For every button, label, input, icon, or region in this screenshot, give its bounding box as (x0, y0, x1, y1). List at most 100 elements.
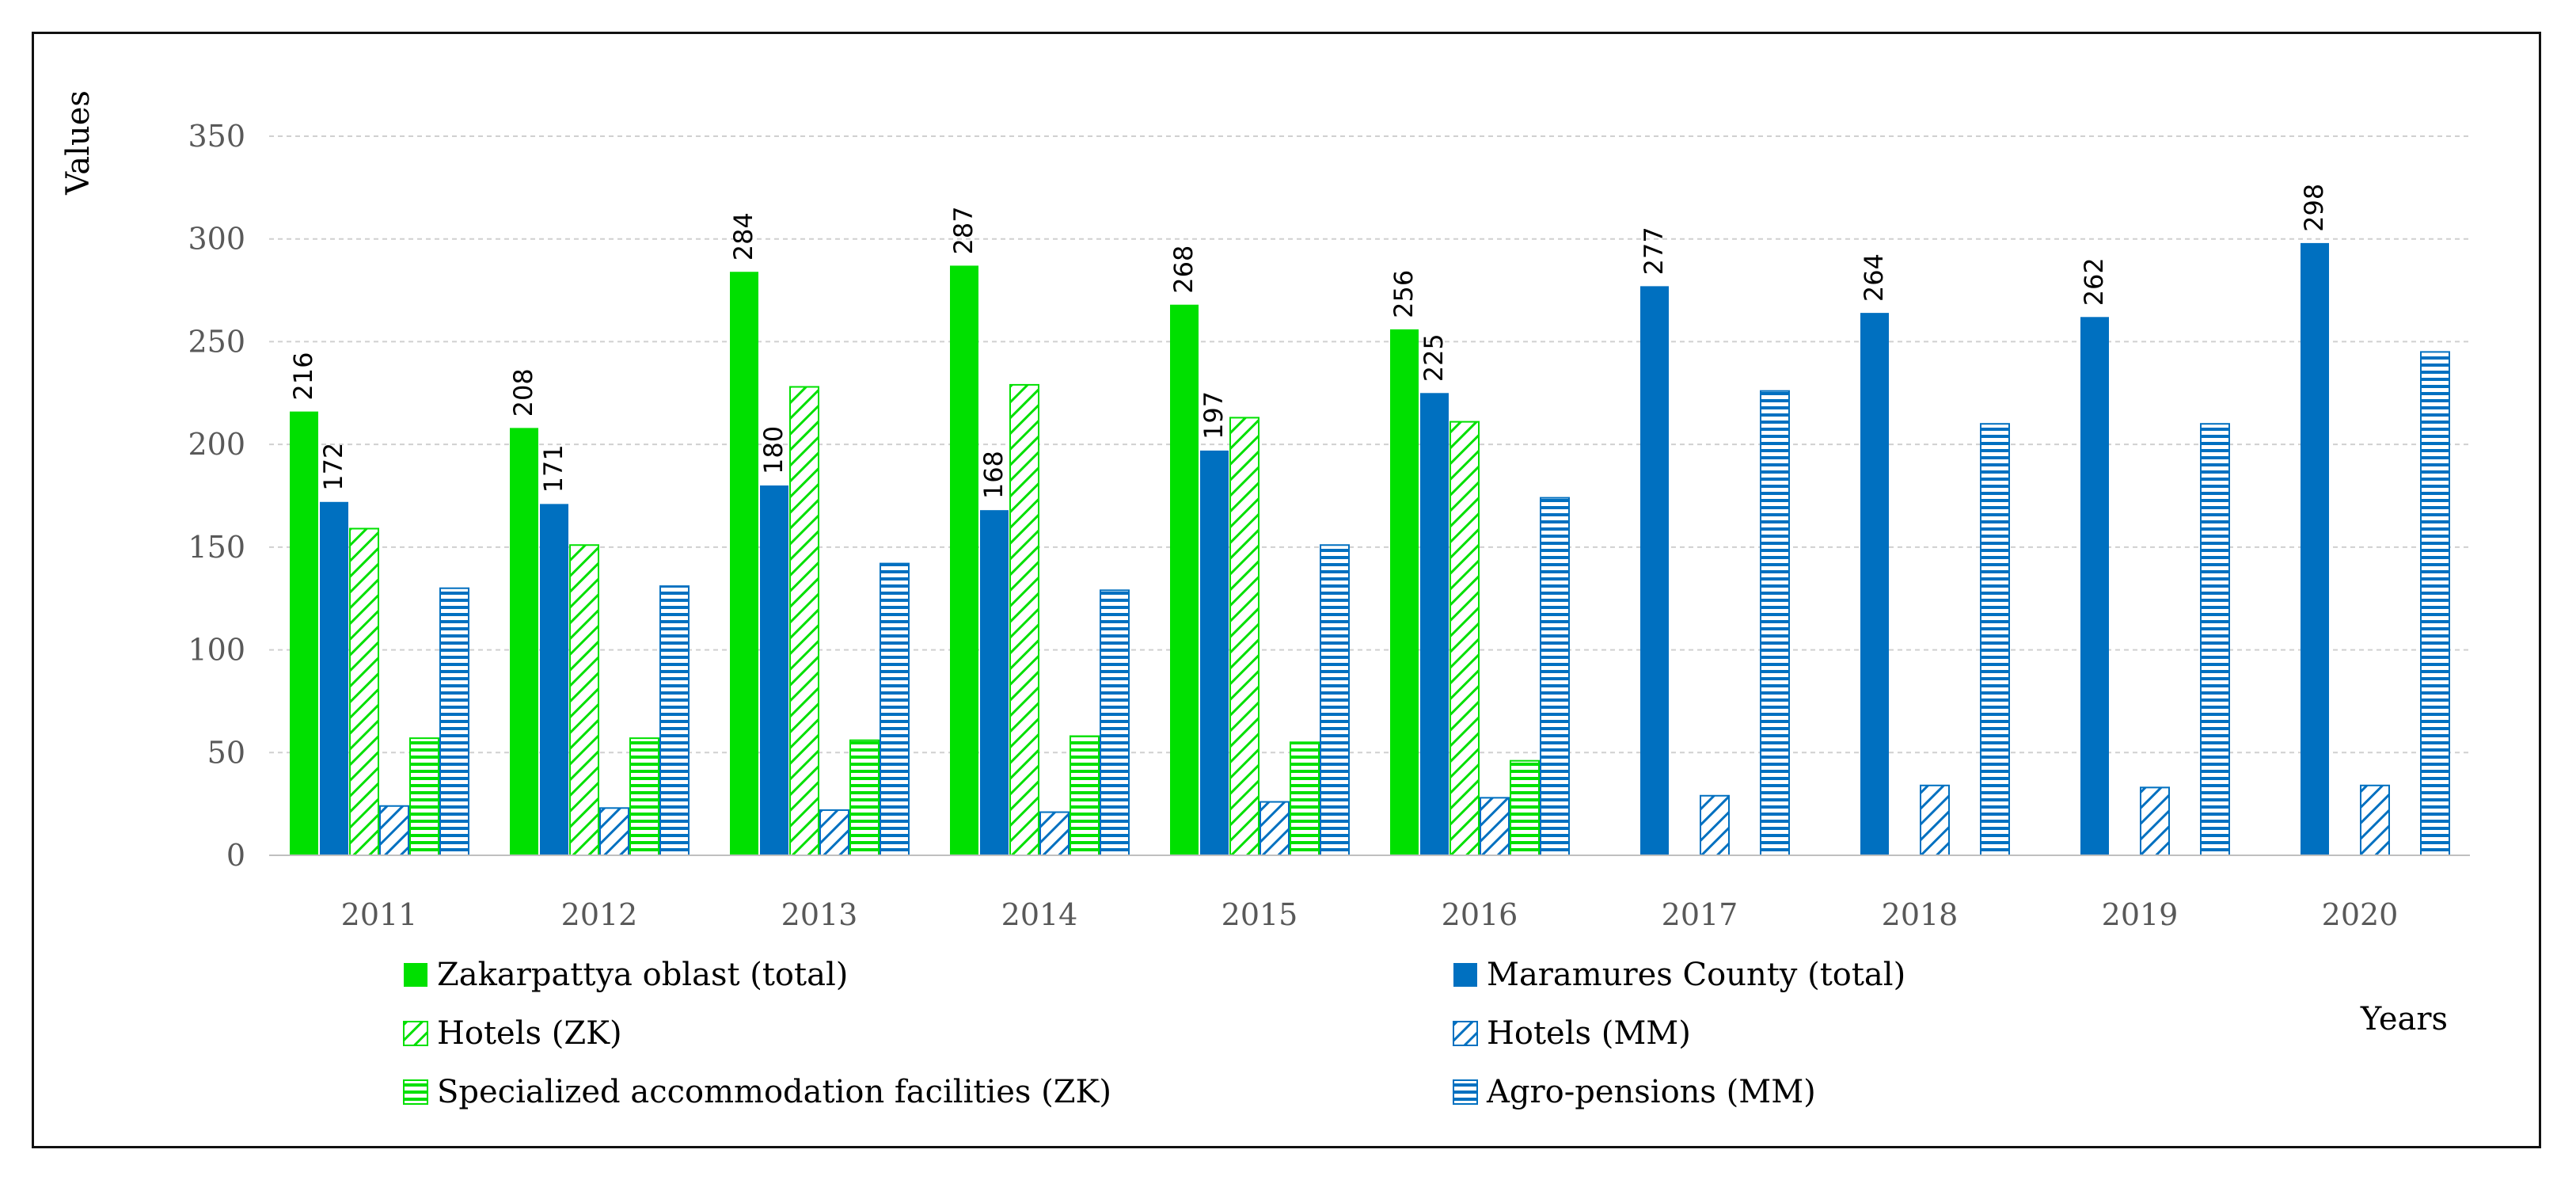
data-label-mm_total-2014: 168 (978, 451, 1009, 499)
bar-mm_agro-2019 (2200, 423, 2230, 856)
bar-mm_hotels-2012 (599, 807, 629, 856)
bar-zk_hotels-2013 (789, 386, 819, 856)
x-tick-label: 2020 (2322, 897, 2399, 932)
legend-label-zk_spec: Specialized accommodation facilities (ZK… (437, 1074, 1111, 1110)
bar-mm_hotels-2019 (2140, 786, 2170, 856)
data-label-mm_total-2015: 197 (1199, 391, 1229, 440)
bar-mm_hotels-2011 (379, 805, 409, 856)
bar-mm_total-2012 (540, 504, 568, 855)
bar-mm_hotels-2017 (1700, 794, 1730, 856)
legend: Zakarpattya oblast (total) Maramures Coun… (403, 957, 1905, 1110)
bar-zk_total-2011 (290, 411, 318, 855)
x-axis-title: Years (2360, 1001, 2448, 1037)
bar-zk_total-2015 (1170, 304, 1199, 855)
bar-mm_total-2019 (2080, 317, 2109, 856)
bar-mm_total-2020 (2301, 242, 2329, 856)
data-label-zk_total-2012: 208 (508, 368, 538, 417)
y-tick-label: 200 (188, 427, 245, 462)
bar-zk_hotels-2015 (1229, 417, 1260, 856)
bar-mm_hotels-2013 (819, 809, 849, 857)
y-tick-label: 100 (188, 633, 245, 668)
data-label-mm_total-2011: 172 (318, 443, 348, 491)
bar-zk_spec-2014 (1070, 735, 1100, 856)
bar-mm_agro-2020 (2420, 351, 2450, 856)
data-label-mm_total-2013: 180 (758, 426, 788, 474)
bar-mm_total-2013 (760, 485, 788, 855)
bar-zk_total-2013 (730, 272, 758, 855)
data-label-zk_total-2011: 216 (288, 352, 318, 401)
bar-mm_agro-2013 (880, 562, 910, 857)
y-tick-label: 150 (188, 530, 245, 565)
bar-zk_spec-2011 (409, 737, 439, 857)
chart-frame (32, 32, 2541, 1148)
data-label-zk_total-2013: 284 (728, 212, 758, 261)
bar-zk_hotels-2012 (569, 544, 599, 857)
legend-label-mm_agro: Agro-pensions (MM) (1486, 1074, 1816, 1110)
bar-mm_agro-2011 (439, 587, 469, 856)
x-tick-label: 2019 (2102, 897, 2179, 932)
legend-swatch-mm_total (1453, 963, 1477, 987)
x-tick-label: 2012 (561, 897, 638, 932)
y-tick-label: 50 (207, 735, 245, 770)
bar-zk_spec-2015 (1290, 741, 1320, 856)
x-tick-label: 2011 (341, 897, 418, 932)
bar-mm_total-2017 (1640, 286, 1669, 856)
bar-mm_total-2015 (1200, 450, 1229, 855)
gridlines (269, 135, 2470, 754)
x-tick-label: 2015 (1222, 897, 1298, 932)
legend-label-zk_hotels: Hotels (ZK) (437, 1015, 622, 1052)
bar-zk_spec-2016 (1510, 759, 1540, 856)
y-axis-title: Values (60, 90, 97, 196)
legend-swatch-mm_hotels (1453, 1021, 1478, 1046)
y-tick-label: 0 (226, 838, 245, 873)
bar-mm_total-2018 (1860, 313, 1889, 855)
bar-mm_total-2016 (1420, 393, 1449, 855)
legend-label-zk_total: Zakarpattya oblast (total) (437, 957, 848, 993)
bar-zk_spec-2012 (629, 737, 659, 857)
x-tick-label: 2017 (1662, 897, 1738, 932)
x-tick-label: 2014 (1001, 897, 1078, 932)
bar-mm_agro-2014 (1100, 589, 1130, 857)
bar-mm_hotels-2015 (1260, 801, 1290, 857)
y-tick-label: 300 (188, 222, 245, 257)
bar-mm_hotels-2016 (1480, 797, 1510, 856)
data-label-mm_total-2018: 264 (1859, 253, 1889, 302)
bar-mm_hotels-2018 (1920, 784, 1950, 857)
data-label-mm_total-2016: 225 (1419, 333, 1449, 382)
data-label-zk_total-2015: 268 (1168, 246, 1199, 294)
data-label-mm_total-2017: 277 (1639, 226, 1669, 275)
y-axis-ticks: 0 50 100 150 200 250 300 350 (188, 119, 245, 873)
legend-label-mm_hotels: Hotels (MM) (1487, 1015, 1691, 1052)
bar-zk_total-2016 (1390, 329, 1419, 855)
bar-mm_total-2014 (980, 510, 1009, 855)
bar-mm_agro-2016 (1540, 497, 1570, 856)
legend-label-mm_total: Maramures County (total) (1487, 957, 1905, 993)
bar-mm_hotels-2014 (1039, 811, 1070, 857)
bar-zk_total-2012 (510, 428, 538, 855)
bar-mm_agro-2018 (1980, 423, 2010, 856)
data-label-mm_total-2012: 171 (538, 444, 568, 493)
bar-mm_agro-2015 (1320, 544, 1350, 857)
legend-swatch-zk_spec (403, 1079, 428, 1105)
data-label-zk_total-2014: 287 (948, 206, 978, 254)
bar-mm_total-2011 (320, 501, 348, 855)
x-tick-label: 2018 (1882, 897, 1959, 932)
bars (290, 242, 2450, 857)
data-label-zk_total-2016: 256 (1389, 270, 1419, 318)
bar-zk_total-2014 (950, 265, 978, 855)
legend-swatch-zk_hotels (403, 1021, 428, 1046)
bar-zk_spec-2013 (849, 739, 880, 856)
y-tick-label: 350 (188, 119, 245, 154)
legend-swatch-zk_total (404, 963, 427, 987)
bar-zk_hotels-2016 (1449, 421, 1480, 856)
bar-mm_hotels-2020 (2360, 784, 2390, 857)
data-label-mm_total-2020: 298 (2299, 184, 2329, 232)
bar-zk_hotels-2011 (349, 527, 379, 856)
bar-mm_agro-2012 (659, 585, 690, 856)
bar-zk_hotels-2014 (1009, 383, 1039, 856)
bar-mm_agro-2017 (1760, 390, 1790, 857)
y-tick-label: 250 (188, 324, 245, 359)
x-axis-ticks: 2011 2012 2013 2014 2015 2016 2017 2018 2019 2020 (341, 897, 2399, 932)
x-tick-label: 2013 (781, 897, 858, 932)
